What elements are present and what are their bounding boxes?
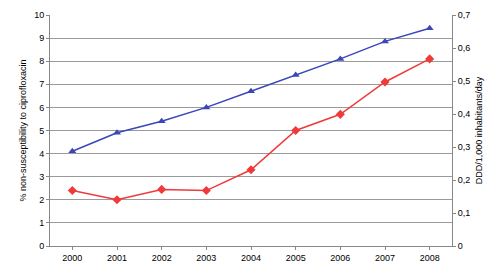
svg-text:0,6: 0,6: [458, 43, 471, 53]
svg-text:9: 9: [39, 33, 44, 43]
svg-text:0,7: 0,7: [458, 10, 471, 20]
svg-text:2003: 2003: [196, 253, 216, 263]
svg-text:0: 0: [458, 241, 463, 251]
svg-text:0: 0: [39, 241, 44, 251]
svg-text:8: 8: [39, 56, 44, 66]
svg-text:1: 1: [39, 218, 44, 228]
svg-text:2007: 2007: [375, 253, 395, 263]
svg-text:10: 10: [34, 10, 44, 20]
svg-text:7: 7: [39, 79, 44, 89]
svg-text:2: 2: [39, 195, 44, 205]
svg-text:2000: 2000: [62, 253, 82, 263]
svg-text:6: 6: [39, 103, 44, 113]
svg-text:5: 5: [39, 126, 44, 136]
svg-text:2006: 2006: [330, 253, 350, 263]
svg-text:DDD/1,000 inhabitants/day: DDD/1,000 inhabitants/day: [474, 76, 484, 184]
svg-text:2002: 2002: [152, 253, 172, 263]
svg-text:4: 4: [39, 149, 44, 159]
svg-text:% non-susceptibility to ciprof: % non-susceptibility to ciprofloxacin: [18, 59, 28, 201]
svg-text:3: 3: [39, 172, 44, 182]
svg-text:0,5: 0,5: [458, 76, 471, 86]
svg-text:0,4: 0,4: [458, 109, 471, 119]
svg-text:2005: 2005: [286, 253, 306, 263]
svg-text:0,2: 0,2: [458, 175, 471, 185]
svg-text:2008: 2008: [420, 253, 440, 263]
svg-text:2004: 2004: [241, 253, 261, 263]
svg-text:2001: 2001: [107, 253, 127, 263]
svg-text:0,1: 0,1: [458, 208, 471, 218]
svg-text:0,3: 0,3: [458, 142, 471, 152]
